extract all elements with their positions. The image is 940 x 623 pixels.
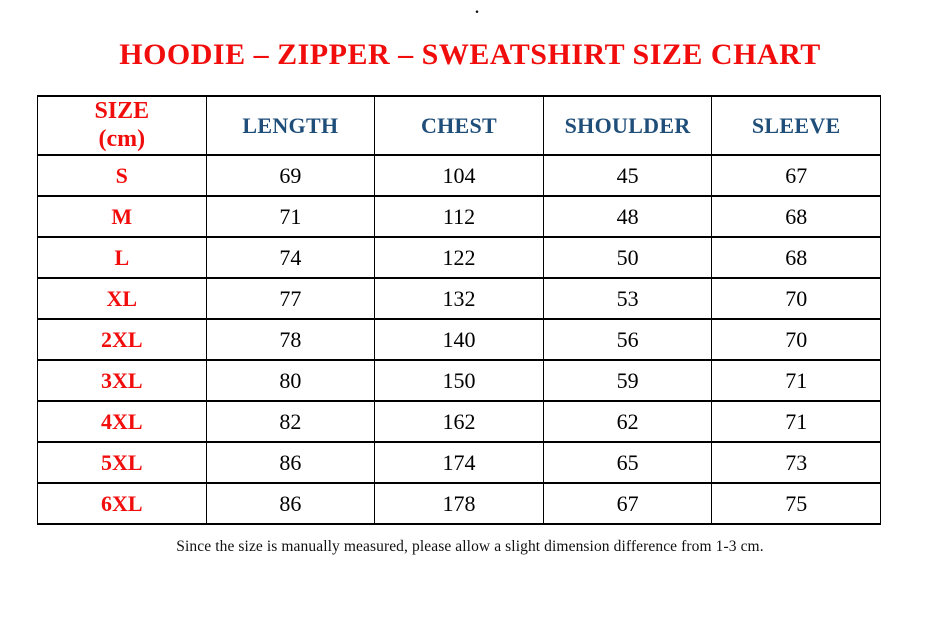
header-size-line1: SIZE — [94, 97, 150, 124]
measurement-cell: 112 — [374, 195, 544, 238]
measurement-cell: 74 — [205, 236, 376, 279]
measurement-cell: 162 — [374, 400, 544, 443]
measurement-cell: 77 — [205, 277, 376, 320]
measurement-cell: 71 — [711, 400, 881, 443]
table-row: 6XL 86 178 67 75 — [37, 482, 881, 525]
header-size-line2: (cm) — [98, 125, 146, 152]
measurement-cell: 132 — [374, 277, 544, 320]
measurement-cell: 178 — [374, 482, 544, 525]
measurement-cell: 73 — [711, 441, 881, 484]
measurement-cell: 104 — [374, 154, 544, 197]
size-chart-table: SIZE (cm) LENGTH CHEST SHOULDER SLEEVE S… — [37, 95, 881, 525]
size-label-cell: 6XL — [37, 482, 207, 525]
measurement-cell: 68 — [711, 236, 881, 279]
table-row: 4XL 82 162 62 71 — [37, 400, 881, 443]
size-label-cell: 5XL — [37, 441, 207, 484]
measurement-cell: 59 — [542, 359, 713, 402]
table-row: M 71 112 48 68 — [37, 195, 881, 238]
size-label-cell: S — [37, 154, 207, 197]
table-row: 3XL 80 150 59 71 — [37, 359, 881, 402]
measurement-cell: 68 — [711, 195, 881, 238]
measurement-cell: 122 — [374, 236, 544, 279]
measurement-disclaimer: Since the size is manually measured, ple… — [176, 538, 764, 555]
table-row: 2XL 78 140 56 70 — [37, 318, 881, 361]
measurement-cell: 71 — [205, 195, 376, 238]
measurement-cell: 70 — [711, 277, 881, 320]
header-cell-size-cm: SIZE (cm) — [37, 95, 207, 156]
header-row: SIZE (cm) LENGTH CHEST SHOULDER SLEEVE — [37, 95, 881, 156]
measurement-cell: 62 — [542, 400, 713, 443]
size-chart-body: S 69 104 45 67 M 71 112 48 68 L 74 122 50 68 XL 77 132 53 7… — [37, 154, 881, 525]
measurement-cell: 82 — [205, 400, 376, 443]
size-label-cell: XL — [37, 277, 207, 320]
size-label-cell: 3XL — [37, 359, 207, 402]
table-row: XL 77 132 53 70 — [37, 277, 881, 320]
table-row: L 74 122 50 68 — [37, 236, 881, 279]
measurement-cell: 75 — [711, 482, 881, 525]
measurement-cell: 86 — [205, 441, 376, 484]
measurement-cell: 67 — [711, 154, 881, 197]
measurement-cell: 48 — [542, 195, 713, 238]
measurement-cell: 70 — [711, 318, 881, 361]
header-cell-shoulder: SHOULDER — [542, 95, 713, 156]
size-chart-header: SIZE (cm) LENGTH CHEST SHOULDER SLEEVE — [37, 95, 881, 156]
measurement-cell: 53 — [542, 277, 713, 320]
measurement-cell: 78 — [205, 318, 376, 361]
table-row: 5XL 86 174 65 73 — [37, 441, 881, 484]
measurement-cell: 174 — [374, 441, 544, 484]
stray-period-mark: . — [475, 0, 479, 17]
size-label-cell: 4XL — [37, 400, 207, 443]
header-cell-chest: CHEST — [374, 95, 544, 156]
measurement-cell: 56 — [542, 318, 713, 361]
measurement-cell: 80 — [205, 359, 376, 402]
measurement-cell: 45 — [542, 154, 713, 197]
header-cell-sleeve: SLEEVE — [711, 95, 881, 156]
measurement-cell: 50 — [542, 236, 713, 279]
page-title: HOODIE – ZIPPER – SWEATSHIRT SIZE CHART — [119, 38, 821, 71]
table-row: S 69 104 45 67 — [37, 154, 881, 197]
measurement-cell: 86 — [205, 482, 376, 525]
size-label-cell: L — [37, 236, 207, 279]
header-cell-length: LENGTH — [205, 95, 376, 156]
measurement-cell: 65 — [542, 441, 713, 484]
measurement-cell: 150 — [374, 359, 544, 402]
measurement-cell: 140 — [374, 318, 544, 361]
size-label-cell: 2XL — [37, 318, 207, 361]
size-label-cell: M — [37, 195, 207, 238]
measurement-cell: 71 — [711, 359, 881, 402]
measurement-cell: 67 — [542, 482, 713, 525]
measurement-cell: 69 — [205, 154, 376, 197]
